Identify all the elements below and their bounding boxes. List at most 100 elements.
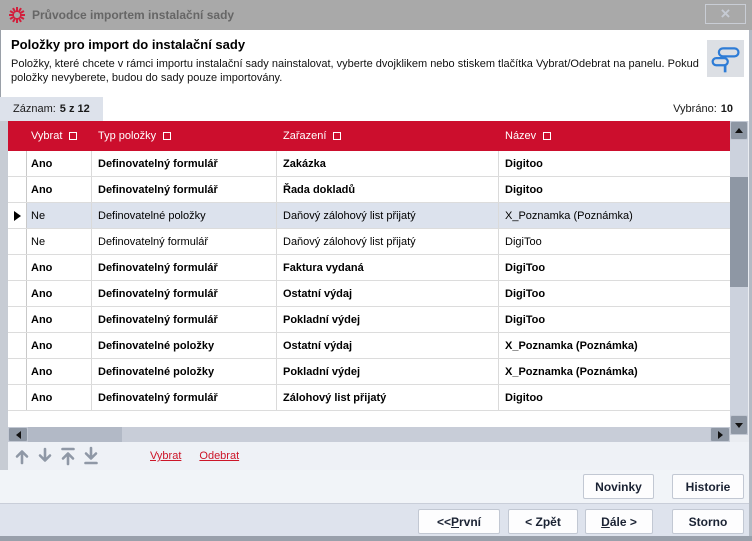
table-row[interactable]: Ano Definovatelný formulář Ostatní výdaj… bbox=[8, 281, 730, 307]
filter-square-icon bbox=[163, 132, 172, 140]
back-button[interactable]: < Zpět bbox=[508, 509, 578, 534]
grid-toolbar: Vybrat Odebrat bbox=[8, 442, 749, 470]
titlebar: Průvodce importem instalační sady × bbox=[0, 0, 752, 30]
row-indicator bbox=[8, 229, 27, 254]
cell-zarazeni: Zálohový list přijatý bbox=[277, 385, 499, 410]
cell-vybrat: Ano bbox=[27, 281, 92, 306]
table-row[interactable]: Ano Definovatelný formulář Řada dokladů … bbox=[8, 177, 730, 203]
table-row[interactable]: Ano Definovatelný formulář Zálohový list… bbox=[8, 385, 730, 411]
move-last-icon bbox=[83, 446, 98, 465]
table-header: Vybrat Typ položky Zařazení Název bbox=[8, 121, 730, 151]
table-row[interactable]: Ne Definovatelný formulář Daňový zálohov… bbox=[8, 229, 730, 255]
cell-nazev: DigiToo bbox=[505, 313, 546, 326]
cell-nazev: Digitoo bbox=[505, 391, 543, 404]
column-header-zarazeni[interactable]: Zařazení bbox=[277, 121, 499, 151]
current-row-arrow-icon bbox=[13, 210, 21, 221]
vertical-scrollbar[interactable] bbox=[730, 121, 748, 435]
filter-square-icon bbox=[543, 132, 552, 140]
header-panel: Položky pro import do instalační sady Po… bbox=[1, 30, 749, 97]
cell-typ: Definovatelný formulář bbox=[92, 385, 277, 410]
cell-nazev: X_Poznamka (Poznámka) bbox=[499, 203, 730, 228]
table-row[interactable]: Ano Definovatelné položky Ostatní výdaj … bbox=[8, 333, 730, 359]
triangle-down-icon bbox=[735, 422, 743, 428]
cell-vybrat: Ano bbox=[27, 333, 92, 358]
historie-button[interactable]: Historie bbox=[672, 474, 744, 499]
scroll-up-button[interactable] bbox=[730, 121, 748, 140]
record-label: Záznam: bbox=[13, 103, 56, 115]
select-link[interactable]: Vybrat bbox=[150, 450, 182, 462]
row-indicator bbox=[8, 151, 27, 176]
cell-zarazeni: Řada dokladů bbox=[277, 177, 499, 202]
row-indicator bbox=[8, 177, 27, 202]
record-count: Záznam: 5 z 12 bbox=[0, 97, 103, 121]
table-row[interactable]: Ano Definovatelný formulář Zakázka Digit… bbox=[8, 151, 730, 177]
selected-label: Vybráno: bbox=[673, 103, 717, 115]
horizontal-scrollbar-thumb[interactable] bbox=[28, 427, 122, 442]
vertical-scrollbar-thumb[interactable] bbox=[730, 177, 748, 287]
scroll-down-button[interactable] bbox=[730, 415, 748, 435]
cell-nazev: Digitoo bbox=[505, 157, 543, 170]
signpost-icon bbox=[711, 46, 740, 72]
cell-vybrat: Ano bbox=[27, 151, 92, 176]
row-indicator bbox=[8, 385, 27, 410]
cell-nazev: X_Poznamka (Poznámka) bbox=[505, 339, 638, 352]
table-body: Ano Definovatelný formulář Zakázka Digit… bbox=[8, 151, 730, 427]
close-button[interactable]: × bbox=[705, 4, 746, 24]
cell-typ: Definovatelný formulář bbox=[92, 307, 277, 332]
page-description: Položky, které chcete v rámci importu in… bbox=[11, 58, 699, 84]
move-down-button[interactable] bbox=[33, 445, 56, 467]
cell-vybrat: Ne bbox=[27, 229, 92, 254]
row-indicator-current bbox=[8, 203, 27, 228]
table-row[interactable]: Ano Definovatelný formulář Faktura vydan… bbox=[8, 255, 730, 281]
cell-typ: Definovatelný formulář bbox=[92, 177, 277, 202]
row-indicator bbox=[8, 307, 27, 332]
cell-nazev: X_Poznamka (Poznámka) bbox=[505, 365, 638, 378]
filter-square-icon bbox=[69, 132, 78, 140]
move-up-button[interactable] bbox=[10, 445, 33, 467]
cell-nazev: Digitoo bbox=[505, 183, 543, 196]
cell-nazev: DigiToo bbox=[505, 261, 546, 274]
cell-vybrat: Ano bbox=[27, 359, 92, 384]
table-row[interactable]: Ano Definovatelný formulář Pokladní výde… bbox=[8, 307, 730, 333]
column-header-nazev[interactable]: Název bbox=[499, 121, 730, 151]
cell-vybrat: Ano bbox=[27, 255, 92, 280]
cell-zarazeni: Pokladní výdej bbox=[277, 307, 499, 332]
move-last-button[interactable] bbox=[79, 445, 102, 467]
cell-typ: Definovatelné položky bbox=[92, 203, 277, 228]
cell-zarazeni: Ostatní výdaj bbox=[277, 333, 499, 358]
column-header-typ-polozky[interactable]: Typ položky bbox=[92, 121, 277, 151]
header-indicator-cell bbox=[8, 121, 27, 151]
close-icon: × bbox=[720, 4, 731, 23]
horizontal-scrollbar[interactable] bbox=[8, 427, 730, 442]
record-bar: Záznam: 5 z 12 Vybráno: 10 bbox=[0, 97, 749, 121]
cancel-button[interactable]: Storno bbox=[672, 509, 744, 534]
triangle-left-icon bbox=[15, 430, 21, 439]
table-row[interactable]: Ano Definovatelné položky Pokladní výdej… bbox=[8, 359, 730, 385]
scroll-left-button[interactable] bbox=[8, 427, 28, 442]
cell-nazev: DigiToo bbox=[505, 235, 542, 248]
cell-nazev: DigiToo bbox=[505, 287, 546, 300]
extra-buttons-row: Novinky Historie bbox=[0, 470, 749, 503]
cell-zarazeni: Daňový zálohový list přijatý bbox=[277, 229, 499, 254]
cell-vybrat: Ano bbox=[27, 177, 92, 202]
novinky-button[interactable]: Novinky bbox=[583, 474, 654, 499]
left-margin-strip bbox=[0, 121, 8, 470]
move-first-button[interactable] bbox=[56, 445, 79, 467]
cell-typ: Definovatelné položky bbox=[92, 333, 277, 358]
row-indicator bbox=[8, 281, 27, 306]
cell-vybrat: Ano bbox=[27, 385, 92, 410]
selected-count: Vybráno: 10 bbox=[673, 97, 749, 121]
column-header-vybrat[interactable]: Vybrat bbox=[27, 121, 92, 151]
record-value: 5 z 12 bbox=[59, 103, 90, 115]
cell-zarazeni: Daňový zálohový list přijatý bbox=[277, 203, 499, 228]
table-row-selected[interactable]: Ne Definovatelné položky Daňový zálohový… bbox=[8, 203, 730, 229]
cell-vybrat: Ne bbox=[27, 203, 92, 228]
cell-typ: Definovatelný formulář bbox=[92, 255, 277, 280]
scroll-right-button[interactable] bbox=[710, 427, 730, 442]
move-down-icon bbox=[38, 447, 51, 462]
deselect-link[interactable]: Odebrat bbox=[199, 450, 240, 462]
move-up-icon bbox=[15, 450, 28, 465]
